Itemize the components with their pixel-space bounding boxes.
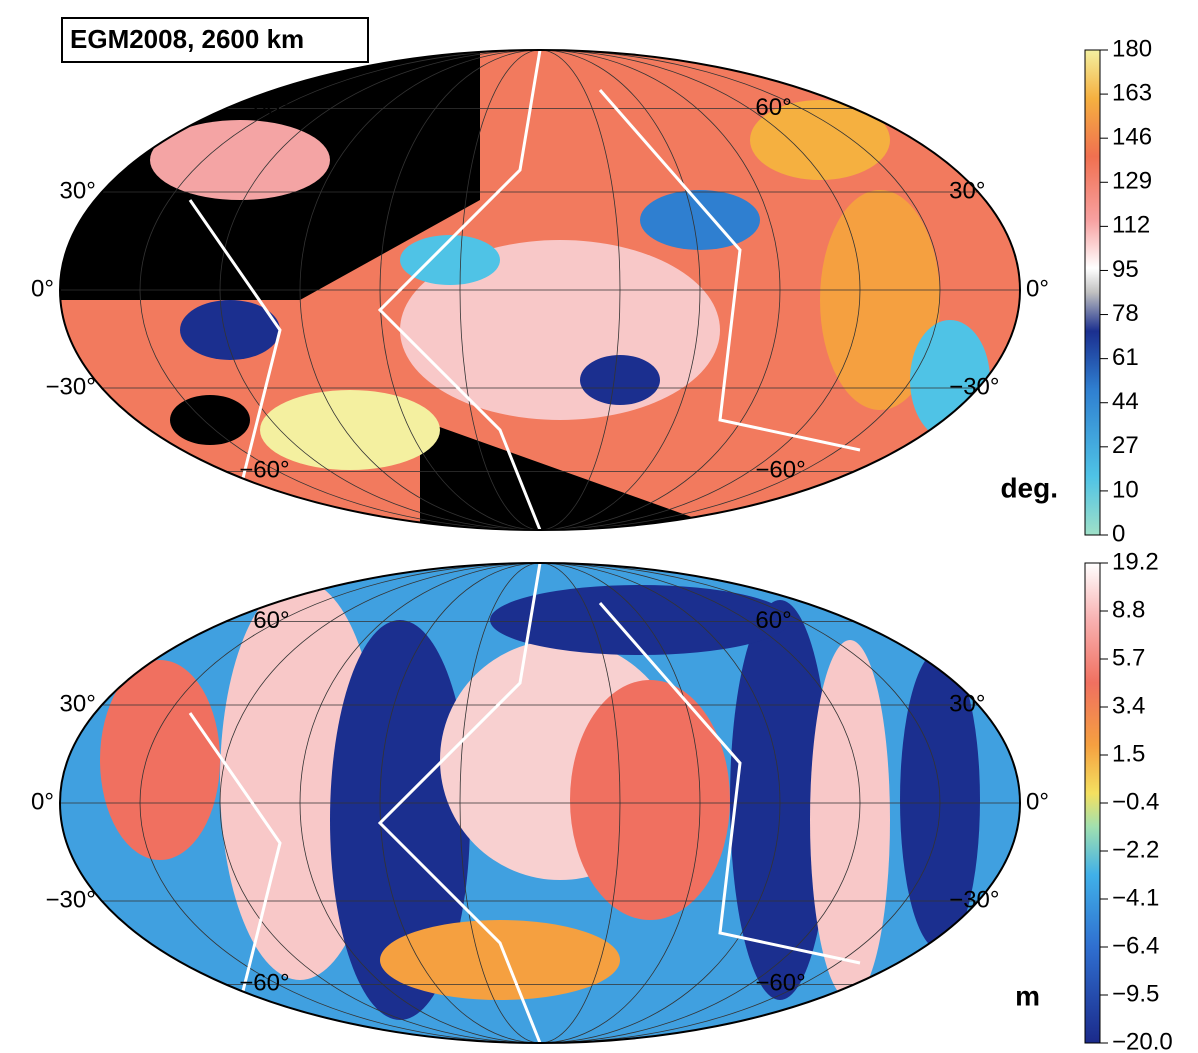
plate-boundary (188, 562, 861, 1044)
colorbar-label: 129 (1112, 168, 1152, 195)
colorbar-label: 1.5 (1112, 740, 1145, 767)
unit-label: m (1015, 980, 1040, 1011)
lat-label: −60° (755, 970, 805, 997)
lat-label: −60° (755, 457, 805, 484)
lat-label: 30° (60, 690, 96, 717)
colorbar-label: 8.8 (1112, 596, 1145, 623)
lat-label: 30° (60, 177, 96, 204)
lat-label: 0° (31, 275, 54, 302)
plate-boundary (188, 49, 861, 531)
lat-label: 30° (949, 177, 985, 204)
lat-label: 60° (253, 607, 289, 634)
lat-label: −60° (239, 970, 289, 997)
map-top (60, 50, 1020, 530)
lat-label: 60° (253, 94, 289, 121)
lat-label: 0° (1026, 275, 1049, 302)
colorbar-label: −20.0 (1112, 1028, 1173, 1053)
colorbar-label: 61 (1112, 344, 1139, 371)
lat-label: −30° (949, 886, 999, 913)
colorbar-label: −6.4 (1112, 932, 1159, 959)
colorbar-label: 19.2 (1112, 548, 1159, 575)
colorbar-label: 78 (1112, 300, 1139, 327)
colorbar-label: 44 (1112, 388, 1139, 415)
map-outline (59, 49, 1021, 531)
colorbar-label: 146 (1112, 124, 1152, 151)
colorbar-label: 27 (1112, 432, 1139, 459)
title-box (61, 17, 369, 63)
unit-label: deg. (1000, 472, 1058, 503)
colorbar-label: 0 (1112, 520, 1125, 547)
lat-label: 60° (755, 607, 791, 634)
colorbar-label: 5.7 (1112, 644, 1145, 671)
lat-label: 0° (31, 788, 54, 815)
lat-label: −30° (949, 373, 999, 400)
colorbar-label: 10 (1112, 476, 1139, 503)
colorbar-label: 180 (1112, 35, 1152, 62)
lat-label: −30° (46, 373, 96, 400)
colorbar-label: −2.2 (1112, 836, 1159, 863)
colorbar-label: 3.4 (1112, 692, 1145, 719)
colorbar-label: 112 (1112, 212, 1150, 239)
colorbar (1084, 562, 1101, 1044)
title: EGM2008, 2600 km (70, 24, 304, 54)
lat-label: 60° (755, 94, 791, 121)
colorbar-label: −4.1 (1112, 884, 1159, 911)
colorbar-label: −0.4 (1112, 788, 1159, 815)
colorbar-label: 163 (1112, 79, 1152, 106)
colorbar-label: 95 (1112, 256, 1139, 283)
lat-label: 30° (949, 690, 985, 717)
colorbar-label: −9.5 (1112, 980, 1159, 1007)
lat-label: −60° (239, 457, 289, 484)
colorbar (1084, 49, 1101, 536)
lat-label: −30° (46, 886, 96, 913)
map-outline (59, 562, 1021, 1044)
lat-label: 0° (1026, 788, 1049, 815)
